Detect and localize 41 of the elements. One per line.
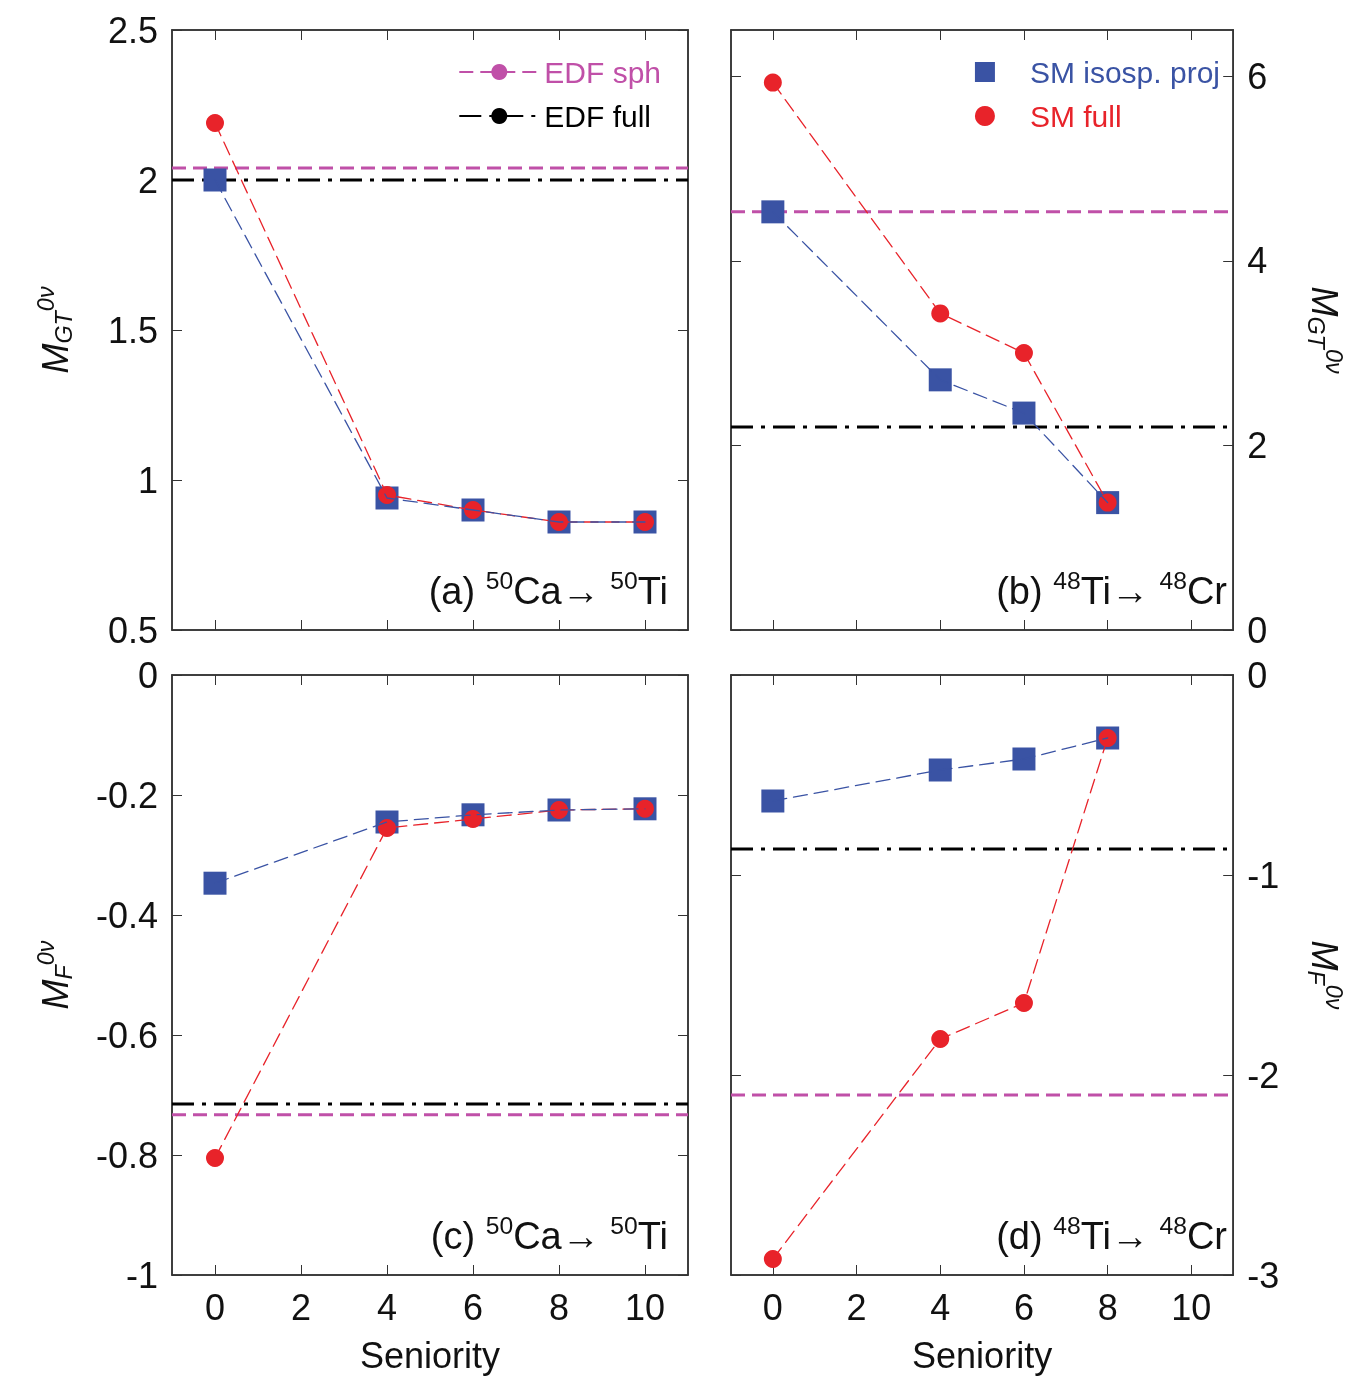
- legend-label: SM full: [1029, 99, 1122, 133]
- y-tick-label: 1: [137, 459, 158, 501]
- y-tick-label: -0.4: [95, 894, 158, 936]
- legend-label: EDF sph: [544, 55, 662, 89]
- legend-label: EDF full: [544, 99, 651, 133]
- y2-axis-title: MGT0ν: [1303, 286, 1348, 374]
- y2-tick-label: 0: [1247, 609, 1268, 651]
- x-axis-title: Seniority: [359, 1334, 501, 1376]
- legend-label: SM isosp. proj: [1029, 55, 1221, 89]
- y-axis-title: MF0ν: [32, 940, 77, 1010]
- y-axis-title: MGT0ν: [32, 286, 77, 374]
- y2-tick-label: 0: [1247, 654, 1268, 696]
- y-tick-label: 0: [137, 654, 158, 696]
- y-tick-label: -0.6: [95, 1014, 158, 1056]
- y2-tick-label: -2: [1247, 1054, 1280, 1096]
- y2-tick-label: -1: [1247, 854, 1280, 896]
- y-tick-label: -1: [125, 1254, 158, 1296]
- y-tick-label: 2: [137, 159, 158, 201]
- x-tick-label: 0: [762, 1286, 783, 1328]
- x-tick-label: 8: [548, 1286, 570, 1328]
- y-tick-label: 2.5: [107, 9, 158, 51]
- x-tick-label: 4: [930, 1286, 951, 1328]
- x-tick-label: 2: [846, 1286, 867, 1328]
- x-axis-title: Seniority: [912, 1334, 1053, 1376]
- y2-tick-label: -3: [1247, 1254, 1280, 1296]
- y-tick-label: 1.5: [107, 309, 158, 351]
- x-tick-label: 4: [376, 1286, 398, 1328]
- y-tick-label: 0.5: [107, 609, 158, 651]
- x-tick-label: 8: [1097, 1286, 1118, 1328]
- x-tick-label: 6: [462, 1286, 484, 1328]
- x-tick-label: 0: [204, 1286, 226, 1328]
- y-tick-label: -0.2: [95, 774, 158, 816]
- x-tick-label: 2: [290, 1286, 312, 1328]
- y2-axis-title: MF0ν: [1303, 940, 1348, 1010]
- y2-tick-label: 6: [1247, 55, 1268, 97]
- x-tick-label: 6: [1013, 1286, 1034, 1328]
- y2-tick-label: 2: [1247, 424, 1268, 466]
- y-tick-label: -0.8: [95, 1134, 158, 1176]
- x-tick-label: 10: [1171, 1286, 1212, 1328]
- y2-tick-label: 4: [1247, 240, 1268, 282]
- x-tick-label: 10: [624, 1286, 666, 1328]
